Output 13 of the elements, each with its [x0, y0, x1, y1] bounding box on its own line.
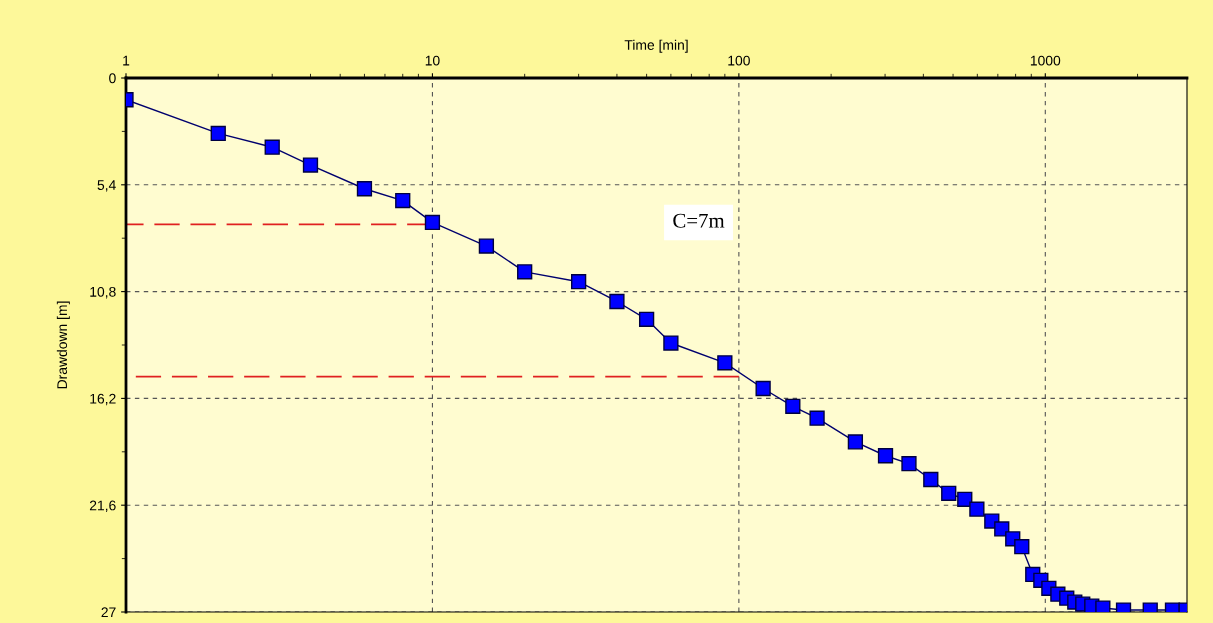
annotation: C=7m: [673, 213, 725, 228]
x-tick-label: 10: [425, 55, 440, 66]
y-tick-label: 21,6: [89, 500, 116, 513]
x-tick-label: 1: [123, 55, 130, 66]
y-tick-label: 16,2: [90, 393, 116, 406]
x-tick-label: 1000: [1030, 55, 1061, 66]
y-tick-label: 0: [109, 73, 116, 84]
x-axis-title: Time [min]: [624, 39, 688, 53]
y-tick-label: 5,4: [97, 180, 116, 192]
x-tick-label: 100: [728, 55, 750, 66]
y-tick-label: 10,8: [90, 286, 116, 299]
y-tick-label: 27: [101, 607, 116, 618]
y-axis-title: Drawdown [m]: [56, 301, 70, 389]
